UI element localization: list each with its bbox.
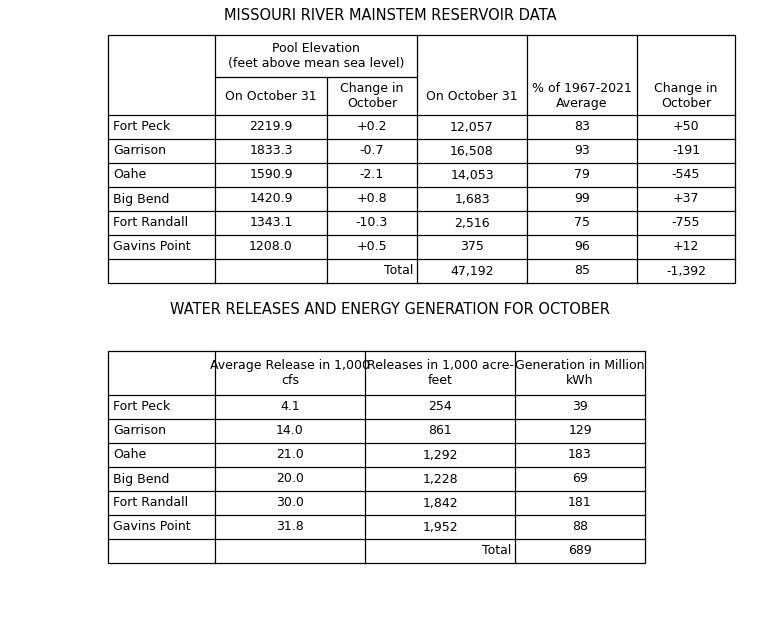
- Text: Total: Total: [481, 544, 511, 558]
- Text: +0.5: +0.5: [356, 241, 388, 253]
- Text: +37: +37: [672, 192, 699, 206]
- Text: 16,508: 16,508: [450, 144, 494, 158]
- Text: 1,952: 1,952: [422, 520, 458, 534]
- Text: -0.7: -0.7: [360, 144, 385, 158]
- Text: 79: 79: [574, 168, 590, 182]
- Text: 99: 99: [574, 192, 590, 206]
- Text: 75: 75: [574, 216, 590, 230]
- Text: Change in
October: Change in October: [340, 82, 404, 110]
- Text: Garrison: Garrison: [113, 144, 166, 158]
- Text: 12,057: 12,057: [450, 120, 494, 134]
- Text: Gavins Point: Gavins Point: [113, 241, 190, 253]
- Text: 83: 83: [574, 120, 590, 134]
- Bar: [108, 35, 735, 283]
- Text: Fort Randall: Fort Randall: [113, 216, 188, 230]
- Text: -545: -545: [672, 168, 700, 182]
- Text: 1420.9: 1420.9: [250, 192, 292, 206]
- Text: -191: -191: [672, 144, 700, 158]
- Text: 69: 69: [572, 472, 588, 486]
- Text: -2.1: -2.1: [360, 168, 384, 182]
- Text: 85: 85: [574, 265, 590, 277]
- Text: 96: 96: [574, 241, 590, 253]
- Text: 31.8: 31.8: [276, 520, 304, 534]
- Text: 39: 39: [572, 401, 588, 413]
- Text: 181: 181: [568, 496, 592, 510]
- Text: 4.1: 4.1: [280, 401, 300, 413]
- Text: +0.2: +0.2: [356, 120, 387, 134]
- Text: 183: 183: [568, 449, 592, 461]
- Text: MISSOURI RIVER MAINSTEM RESERVOIR DATA: MISSOURI RIVER MAINSTEM RESERVOIR DATA: [224, 8, 556, 23]
- Text: WATER RELEASES AND ENERGY GENERATION FOR OCTOBER: WATER RELEASES AND ENERGY GENERATION FOR…: [170, 303, 610, 318]
- Text: Big Bend: Big Bend: [113, 472, 169, 486]
- Text: 861: 861: [428, 425, 452, 437]
- Text: 2219.9: 2219.9: [250, 120, 292, 134]
- Text: On October 31: On October 31: [225, 89, 317, 103]
- Text: 1,228: 1,228: [422, 472, 458, 486]
- Text: 88: 88: [572, 520, 588, 534]
- Text: 1343.1: 1343.1: [250, 216, 292, 230]
- Text: 2,516: 2,516: [454, 216, 490, 230]
- Text: 375: 375: [460, 241, 484, 253]
- Text: Releases in 1,000 acre-
feet: Releases in 1,000 acre- feet: [367, 359, 513, 387]
- Text: 47,192: 47,192: [450, 265, 494, 277]
- Text: Oahe: Oahe: [113, 449, 147, 461]
- Text: -10.3: -10.3: [356, 216, 388, 230]
- Text: 21.0: 21.0: [276, 449, 304, 461]
- Text: On October 31: On October 31: [426, 89, 518, 103]
- Text: 1,842: 1,842: [422, 496, 458, 510]
- Text: 689: 689: [568, 544, 592, 558]
- Text: Fort Peck: Fort Peck: [113, 120, 170, 134]
- Text: Total: Total: [384, 265, 413, 277]
- Text: 93: 93: [574, 144, 590, 158]
- Text: 129: 129: [568, 425, 592, 437]
- Text: Garrison: Garrison: [113, 425, 166, 437]
- Text: 1,292: 1,292: [422, 449, 458, 461]
- Text: 14,053: 14,053: [450, 168, 494, 182]
- Text: 1208.0: 1208.0: [249, 241, 292, 253]
- Text: 1833.3: 1833.3: [250, 144, 292, 158]
- Text: Gavins Point: Gavins Point: [113, 520, 190, 534]
- Text: +0.8: +0.8: [356, 192, 388, 206]
- Text: Fort Randall: Fort Randall: [113, 496, 188, 510]
- Text: Big Bend: Big Bend: [113, 192, 169, 206]
- Text: % of 1967-2021
Average: % of 1967-2021 Average: [532, 82, 632, 110]
- Text: Change in
October: Change in October: [654, 82, 718, 110]
- Text: Average Release in 1,000
cfs: Average Release in 1,000 cfs: [210, 359, 370, 387]
- Text: Fort Peck: Fort Peck: [113, 401, 170, 413]
- Text: -1,392: -1,392: [666, 265, 706, 277]
- Text: 20.0: 20.0: [276, 472, 304, 486]
- Text: Generation in Million
kWh: Generation in Million kWh: [516, 359, 645, 387]
- Text: 14.0: 14.0: [276, 425, 304, 437]
- Text: 1,683: 1,683: [454, 192, 490, 206]
- Bar: [108, 351, 645, 563]
- Text: Oahe: Oahe: [113, 168, 147, 182]
- Text: 254: 254: [428, 401, 452, 413]
- Text: +12: +12: [673, 241, 699, 253]
- Text: Pool Elevation
(feet above mean sea level): Pool Elevation (feet above mean sea leve…: [228, 42, 404, 70]
- Text: -755: -755: [672, 216, 700, 230]
- Text: 1590.9: 1590.9: [249, 168, 292, 182]
- Text: +50: +50: [672, 120, 700, 134]
- Text: 30.0: 30.0: [276, 496, 304, 510]
